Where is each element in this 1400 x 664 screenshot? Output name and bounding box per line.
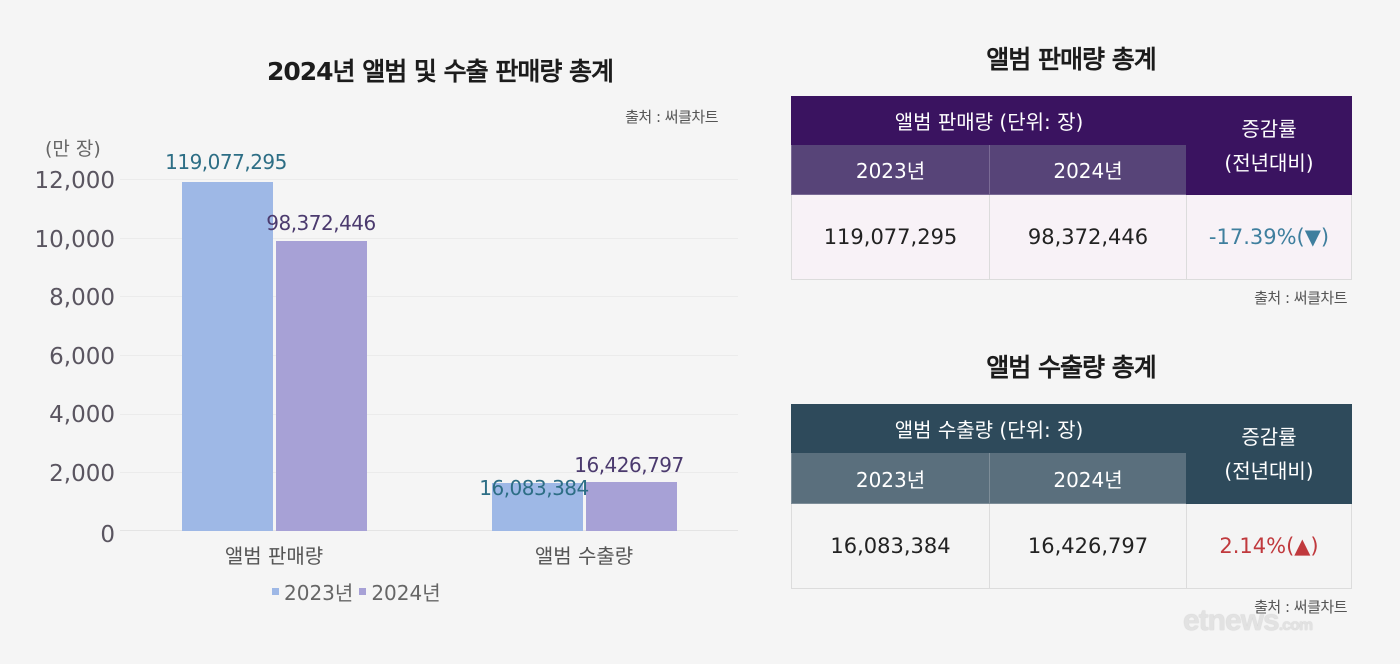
- y-tick: 6,000: [49, 344, 115, 370]
- export-table-source: 출처 : 써클차트: [1254, 598, 1347, 616]
- bar-export-2024[interactable]: [586, 482, 677, 531]
- export-header-change-line2: (전년대비): [1224, 459, 1314, 483]
- y-axis-unit-label: (만 장): [45, 138, 101, 160]
- export-table-title: 앨범 수출량 총계: [986, 353, 1156, 382]
- sales-header-change: 증감률 (전년대비): [1186, 96, 1352, 195]
- export-header-change-line1: 증감률: [1241, 425, 1297, 449]
- sales-header-change-line1: 증감률: [1241, 116, 1297, 141]
- legend-swatch-icon: [359, 588, 367, 595]
- chart-title: 2024년 앨범 및 수출 판매량 총계: [266, 57, 614, 86]
- sales-table-title: 앨범 판매량 총계: [986, 45, 1156, 74]
- legend-label: 2024년: [371, 581, 441, 605]
- legend-item-2023[interactable]: 2023년: [272, 577, 353, 606]
- sales-header-main: 앨범 판매량 (단위: 장): [791, 96, 1187, 145]
- x-category-label: 앨범 수출량: [534, 544, 634, 568]
- export-col-2024: 2024년: [989, 452, 1187, 504]
- gridline: [120, 414, 738, 415]
- y-tick: 4,000: [49, 402, 115, 428]
- bar-sales-2024[interactable]: [276, 241, 367, 531]
- gridline: [120, 238, 738, 239]
- y-tick: 10,000: [34, 227, 115, 253]
- watermark-suffix: .com: [1278, 617, 1313, 634]
- export-header-main: 앨범 수출량 (단위: 장): [791, 404, 1187, 453]
- y-tick: 8,000: [49, 285, 115, 311]
- export-header-change: 증감률 (전년대비): [1186, 404, 1352, 504]
- export-col-2023: 2023년: [791, 452, 990, 504]
- plot-area: [120, 179, 738, 531]
- bar-value-label: 119,077,295: [165, 150, 287, 174]
- sales-table: 앨범 판매량 (단위: 장) 증감률 (전년대비) 2023년 2024년 11…: [791, 96, 1352, 280]
- export-table: 앨범 수출량 (단위: 장) 증감률 (전년대비) 2023년 2024년 16…: [791, 404, 1352, 589]
- sales-col-2023: 2023년: [791, 144, 990, 195]
- x-axis-line: [120, 530, 738, 531]
- legend-item-2024[interactable]: 2024년: [359, 577, 441, 606]
- legend-swatch-icon: [272, 588, 279, 595]
- sales-value-2024: 98,372,446: [989, 194, 1187, 280]
- bar-export-2023[interactable]: [492, 483, 583, 531]
- gridline: [120, 355, 738, 356]
- gridline: [120, 472, 738, 473]
- sales-value-2023: 119,077,295: [791, 194, 990, 280]
- bar-value-label: 16,083,384: [479, 476, 589, 500]
- chart-source: 출처 : 써클차트: [625, 108, 718, 126]
- y-tick: 0: [100, 522, 115, 548]
- sales-header-change-line2: (전년대비): [1224, 150, 1314, 175]
- export-value-2024: 16,426,797: [989, 503, 1187, 589]
- y-tick: 2,000: [49, 461, 115, 487]
- legend-label: 2023년: [284, 581, 354, 605]
- x-category-label: 앨범 판매량: [224, 544, 324, 568]
- sales-change-value: -17.39%(▼): [1186, 194, 1352, 280]
- bar-value-label: 98,372,446: [266, 211, 376, 235]
- gridline: [120, 296, 738, 297]
- sales-table-source: 출처 : 써클차트: [1254, 289, 1347, 307]
- etnews-watermark-logo: etnews.com: [1183, 604, 1313, 638]
- chart-legend: 2023년 2024년: [272, 577, 447, 606]
- export-change-value: 2.14%(▲): [1186, 503, 1352, 589]
- gridline: [120, 179, 738, 180]
- export-value-2023: 16,083,384: [791, 503, 990, 589]
- bar-value-label: 16,426,797: [574, 453, 684, 477]
- bar-sales-2023[interactable]: [182, 182, 273, 531]
- y-tick: 12,000: [34, 168, 115, 194]
- sales-col-2024: 2024년: [989, 144, 1187, 195]
- watermark-text: etnews: [1183, 604, 1280, 637]
